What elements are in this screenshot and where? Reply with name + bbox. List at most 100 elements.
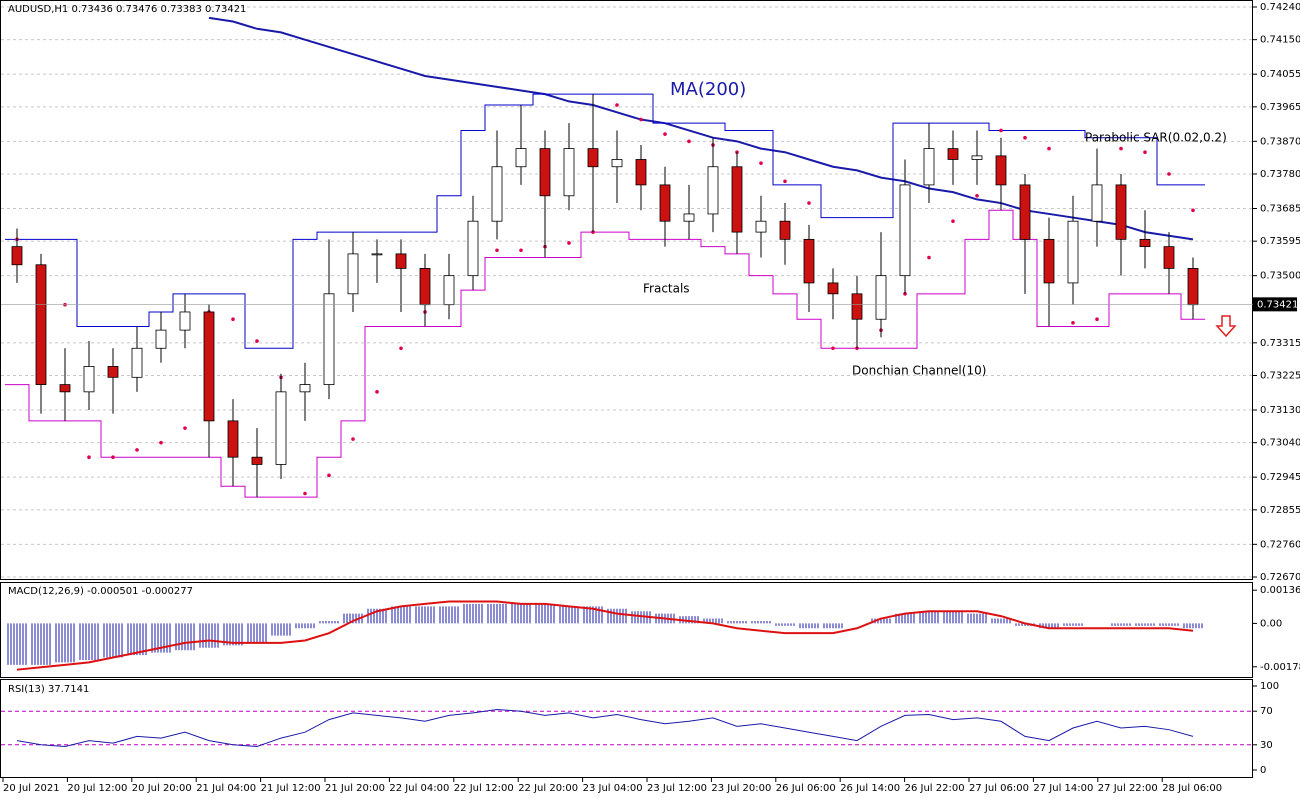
x-tick-label: 21 Jul 20:00	[325, 783, 385, 794]
y-tick-label: 0.73685	[1260, 203, 1300, 214]
sar-dot	[1047, 146, 1051, 151]
candle-body	[563, 148, 575, 197]
candle-body	[707, 166, 719, 215]
sar-dot	[255, 339, 259, 343]
candle-body	[995, 155, 1007, 186]
candle-body	[347, 253, 359, 295]
x-tick-label: 26 Jul 14:00	[840, 783, 900, 794]
candle-body	[83, 366, 95, 393]
annotation: Donchian Channel(10)	[852, 364, 986, 378]
sar-dot	[1119, 146, 1123, 151]
y-tick-label: 0.73965	[1260, 102, 1300, 113]
sar-dot	[615, 103, 619, 107]
sar-dot	[855, 346, 859, 351]
x-tick-label: 21 Jul 12:00	[261, 783, 321, 794]
sar-dot	[999, 128, 1003, 133]
candle-body	[1043, 238, 1055, 284]
candle-body	[467, 220, 479, 277]
candle-body	[683, 213, 695, 222]
macd-frame	[0, 582, 1253, 678]
rsi-line	[16, 709, 1194, 747]
rsi-frame	[0, 679, 1253, 778]
sar-dot	[759, 161, 763, 165]
annotation: MA(200)	[670, 79, 746, 100]
candle-body	[947, 148, 959, 160]
sar-dot	[519, 248, 523, 253]
y-tick-label: 0	[1260, 765, 1266, 776]
x-tick-label: 22 Jul 20:00	[518, 783, 578, 794]
x-tick-label: 21 Jul 04:00	[196, 783, 256, 794]
candle-body	[971, 155, 983, 160]
candle-body	[1019, 184, 1031, 240]
x-tick-label: 23 Jul 20:00	[711, 783, 771, 794]
candle-body	[299, 384, 311, 393]
sar-dot	[135, 448, 139, 452]
candle-body	[731, 166, 743, 233]
candle-body	[395, 253, 407, 269]
y-tick-label: 0.72760	[1260, 539, 1300, 550]
sar-dot	[375, 390, 379, 394]
candle-body	[611, 159, 623, 168]
donchian-line	[5, 209, 1205, 498]
candle-body	[323, 293, 335, 385]
candle-body	[59, 384, 71, 393]
price-label: 0.73421	[1257, 299, 1298, 310]
candle-body	[251, 456, 263, 465]
x-tick-label: 28 Jul 06:00	[1162, 783, 1222, 794]
sar-dot	[111, 455, 115, 459]
x-tick-label: 26 Jul 06:00	[776, 783, 836, 794]
y-tick-label: 0.73225	[1260, 371, 1300, 382]
sar-dot	[159, 440, 163, 445]
price-box	[1253, 297, 1297, 312]
candle-body	[443, 275, 455, 306]
y-tick-label: 0.74150	[1260, 35, 1300, 46]
y-tick-label: 0.73780	[1260, 169, 1300, 180]
sar-dot	[1023, 135, 1027, 140]
candle-body	[635, 159, 647, 186]
y-tick-label: 0.73595	[1260, 236, 1300, 247]
sar-dot	[639, 117, 643, 122]
sar-dot	[903, 292, 907, 296]
x-tick-label: 27 Jul 22:00	[1098, 783, 1158, 794]
candle-body	[851, 293, 863, 320]
sar-dot	[495, 248, 499, 253]
sar-dot	[63, 302, 67, 307]
candle-body	[419, 268, 431, 306]
sar-dot	[1071, 321, 1075, 325]
sar-dot	[183, 426, 187, 430]
panel-title: RSI(13) 37.7141	[8, 684, 89, 695]
candle-body	[179, 311, 191, 331]
candle-body	[899, 184, 911, 277]
candle-body	[1187, 268, 1199, 306]
ma-line	[208, 16, 1194, 241]
sar-dot	[303, 491, 307, 496]
candle-body	[755, 220, 767, 233]
panel-title: AUDUSD,H1 0.73436 0.73476 0.73383 0.7342…	[8, 4, 246, 15]
sar-dot	[231, 317, 235, 322]
x-tick-label: 20 Jul 2021	[3, 783, 60, 794]
x-tick-label: 27 Jul 06:00	[969, 783, 1029, 794]
signal-line	[16, 600, 1194, 671]
y-tick-label: 100	[1260, 681, 1279, 692]
donchian-line	[5, 93, 1205, 349]
candle-body	[1067, 220, 1079, 284]
sar-dot	[1167, 172, 1171, 176]
candle-body	[515, 148, 527, 168]
sar-dot	[927, 255, 931, 260]
x-tick-label: 22 Jul 04:00	[389, 783, 449, 794]
candle-body	[107, 366, 119, 378]
candle-body	[875, 275, 887, 320]
x-tick-label: 22 Jul 12:00	[454, 783, 514, 794]
y-tick-label: 0.001363	[1260, 585, 1300, 596]
candle-body	[155, 329, 167, 349]
candle-body	[203, 311, 215, 422]
candle-body	[35, 264, 47, 385]
sar-dot	[351, 437, 355, 441]
candle-body	[827, 282, 839, 295]
y-tick-label: 0.73870	[1260, 136, 1300, 147]
candle-body	[539, 148, 551, 197]
candle-body	[1163, 246, 1175, 269]
sar-dot	[951, 219, 955, 224]
candle-body	[371, 253, 383, 256]
y-tick-label: -0.00178	[1260, 662, 1300, 673]
